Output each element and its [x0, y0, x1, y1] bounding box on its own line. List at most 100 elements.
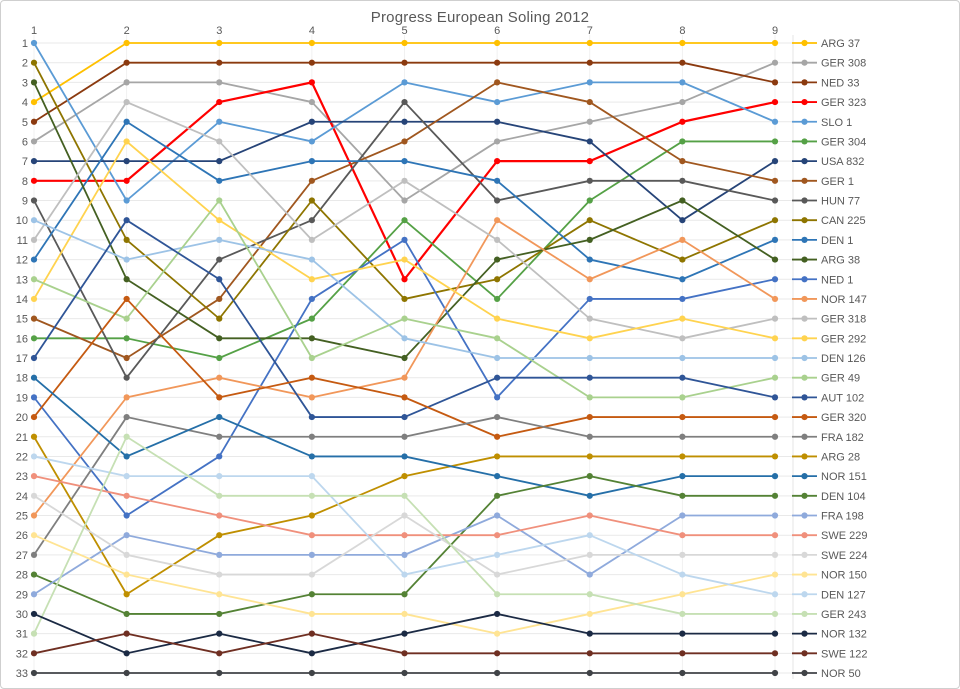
data-point [679, 217, 686, 224]
legend-item-arg-38: ARG 38 [792, 255, 860, 267]
data-point [308, 197, 315, 204]
legend-swatch-marker [801, 473, 808, 480]
data-point [30, 453, 38, 460]
data-point [586, 650, 593, 657]
data-point [216, 98, 223, 106]
data-point [586, 591, 593, 598]
data-point [401, 295, 408, 303]
data-point [401, 354, 408, 362]
data-point [494, 374, 501, 381]
x-tick-label: 3 [216, 25, 222, 37]
data-point [679, 650, 686, 657]
data-point [679, 374, 686, 381]
data-point [216, 217, 223, 224]
data-point [679, 453, 686, 460]
data-point [30, 394, 38, 401]
data-point [216, 79, 223, 86]
data-point [401, 591, 408, 598]
legend-item-ger-292: GER 292 [792, 333, 866, 345]
legend-item-can-225: CAN 225 [792, 215, 866, 227]
data-point [123, 413, 130, 421]
data-point [771, 394, 779, 401]
data-point [123, 118, 130, 125]
legend-label: GER 320 [821, 412, 866, 424]
legend-label: SWE 229 [821, 530, 867, 542]
data-point [216, 236, 223, 243]
y-tick-label: 28 [16, 570, 28, 582]
y-tick-label: 30 [16, 609, 28, 621]
data-point [494, 236, 501, 243]
data-point [216, 551, 223, 558]
data-point [679, 236, 686, 243]
data-point [679, 79, 686, 86]
legend-label: DEN 104 [821, 491, 866, 503]
data-point [401, 551, 408, 558]
legend-swatch-marker [801, 453, 808, 460]
data-point [123, 669, 130, 677]
data-point [586, 236, 593, 243]
legend-item-ger-304: GER 304 [792, 136, 866, 148]
y-tick-label: 31 [16, 629, 28, 641]
data-point [679, 433, 686, 440]
legend-swatch-marker [801, 256, 808, 263]
data-point [586, 413, 593, 421]
data-point [771, 591, 779, 598]
data-point [123, 591, 130, 598]
data-point [216, 177, 223, 184]
data-point [308, 394, 315, 401]
data-point [586, 295, 593, 303]
legend-swatch-marker [801, 197, 808, 204]
data-point [30, 591, 38, 598]
legend-label: NOR 150 [821, 570, 867, 582]
data-point [401, 236, 408, 243]
legend-swatch-marker [801, 669, 808, 677]
data-point [308, 591, 315, 598]
data-point [30, 532, 38, 539]
data-point [308, 59, 315, 66]
data-point [30, 59, 38, 66]
data-point [401, 571, 408, 578]
y-tick-label: 23 [16, 471, 28, 483]
data-point [30, 295, 38, 303]
data-point [586, 276, 593, 283]
legend-item-swe-122: SWE 122 [792, 648, 867, 660]
series-swe-224 [30, 492, 779, 578]
data-point [123, 571, 130, 578]
data-point [494, 453, 501, 460]
y-tick-label: 10 [16, 215, 28, 227]
data-point [308, 79, 315, 86]
data-point [308, 551, 315, 558]
data-point [30, 610, 38, 618]
data-point [30, 473, 38, 480]
legend-label: NED 1 [821, 274, 853, 286]
data-point [401, 335, 408, 342]
data-point [771, 473, 779, 480]
x-tick-label: 6 [494, 25, 500, 37]
legend-swatch-marker [801, 512, 808, 519]
data-point [586, 394, 593, 401]
data-point [679, 630, 686, 637]
y-tick-label: 17 [16, 353, 28, 365]
data-point [586, 354, 593, 362]
data-point [308, 276, 315, 283]
data-point [123, 138, 130, 145]
data-point [401, 374, 408, 381]
data-point [401, 59, 408, 66]
data-point [679, 669, 686, 677]
data-point [30, 413, 38, 421]
data-point [401, 98, 408, 106]
data-point [771, 177, 779, 184]
data-point [586, 98, 593, 106]
data-point [123, 551, 130, 558]
series-fra-198 [30, 512, 779, 598]
legend-swatch-marker [801, 650, 808, 657]
series-arg-28 [30, 433, 779, 598]
data-point [494, 492, 501, 499]
series-nor-150 [30, 532, 779, 637]
data-point [586, 571, 593, 578]
data-point [494, 394, 501, 401]
y-tick-label: 16 [16, 333, 28, 345]
data-point [771, 551, 779, 558]
data-point [679, 492, 686, 499]
